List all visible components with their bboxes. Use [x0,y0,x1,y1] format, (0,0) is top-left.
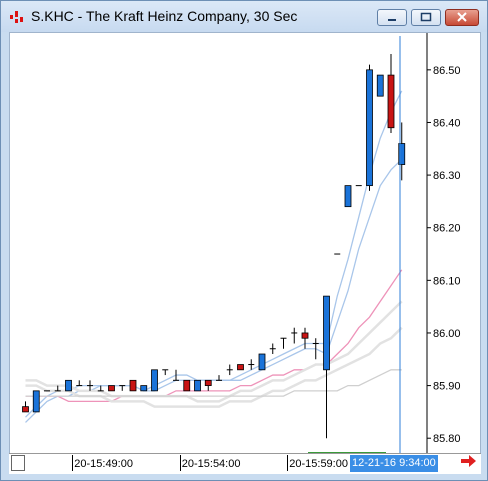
candle-body [366,69,373,187]
x-tick-mark [287,455,289,471]
candle [54,385,61,392]
candle-body [387,74,395,129]
candle-body [237,364,244,371]
candle-body [32,390,40,413]
y-tick-label: 86.10 [433,275,461,287]
candle [194,379,201,392]
moving-average-line [25,269,403,403]
candle [76,380,83,387]
candle-body [108,385,115,392]
candle-body [140,385,148,392]
candle [140,385,148,392]
y-tick-label: 85.90 [433,381,461,393]
moving-average-line [25,326,403,408]
maximize-button[interactable] [411,9,441,26]
y-tick-label: 86.00 [433,328,461,340]
candle [22,401,29,413]
close-button[interactable] [445,9,479,26]
candle-body [301,332,309,339]
candle [366,64,373,191]
candle-body [183,379,191,392]
y-tick-label: 86.30 [433,170,461,182]
candle [129,379,137,392]
price-chart[interactable]: 86.50 86.40 86.30 86.20 86.10 86.00 85.90 85.80 [10,33,480,472]
x-tick-label: 20-15:49:00 [74,458,133,470]
candle [119,385,126,391]
candle-body [151,369,158,392]
candle [323,295,330,439]
candle-body [22,406,29,413]
moving-average-line [25,300,403,403]
chart-app-icon [10,11,23,23]
candle-body [65,379,72,392]
minimize-button[interactable] [377,9,407,26]
candle [248,359,255,370]
current-time-label: 12-21-16 9:34:00 [350,455,438,472]
candle [387,54,395,133]
candle [312,338,319,360]
candle-body [344,185,352,208]
candle [291,327,298,344]
scroll-right-arrow-icon[interactable] [459,453,479,469]
y-tick-label: 86.40 [433,117,461,129]
x-tick-mark [179,455,181,471]
candle [162,369,169,376]
candle [376,74,384,97]
y-tick-label: 86.50 [433,65,461,77]
x-tick-label: 20-15:59:00 [289,458,348,470]
candle [183,379,191,392]
candle [226,364,233,376]
candle-body [204,379,212,386]
title-bar[interactable]: S.KHC - The Kraft Heinz Company, 30 Sec [1,1,487,32]
candle-body [376,74,384,97]
candle-body [129,379,137,392]
moving-average-line [25,90,403,418]
candle-body [194,379,201,392]
candle [151,369,158,392]
candle [32,390,40,413]
chart-area[interactable]: 86.50 86.40 86.30 86.20 86.10 86.00 85.90 85.80 [9,32,481,473]
candle-body [258,353,266,371]
y-tick-label: 85.80 [433,433,461,445]
moving-average-line [25,369,402,397]
candle-body [398,143,406,165]
candle [87,380,93,391]
candle [301,327,309,349]
moving-average-lines [25,90,403,423]
maximize-icon [420,12,432,22]
candle [97,385,104,392]
candle [108,385,115,392]
x-tick-mark [72,455,74,471]
scroll-box[interactable] [11,455,25,471]
candle [204,379,212,391]
candle [65,379,72,392]
candle [237,364,244,371]
minimize-icon [388,19,396,21]
window-title: S.KHC - The Kraft Heinz Company, 30 Sec [31,8,298,24]
y-axis-ticks: 86.50 86.40 86.30 86.20 86.10 86.00 85.90 85.80 [427,65,461,445]
candle [344,185,352,208]
candlesticks [22,54,406,439]
close-icon [457,12,467,22]
candle [280,337,287,349]
candle [173,369,179,381]
y-tick-label: 86.20 [433,223,461,235]
candle [398,122,406,181]
candle [269,343,276,355]
candle [216,375,222,381]
candle [258,353,266,371]
x-tick-label: 20-15:54:00 [181,458,241,470]
candle-body [323,295,330,371]
